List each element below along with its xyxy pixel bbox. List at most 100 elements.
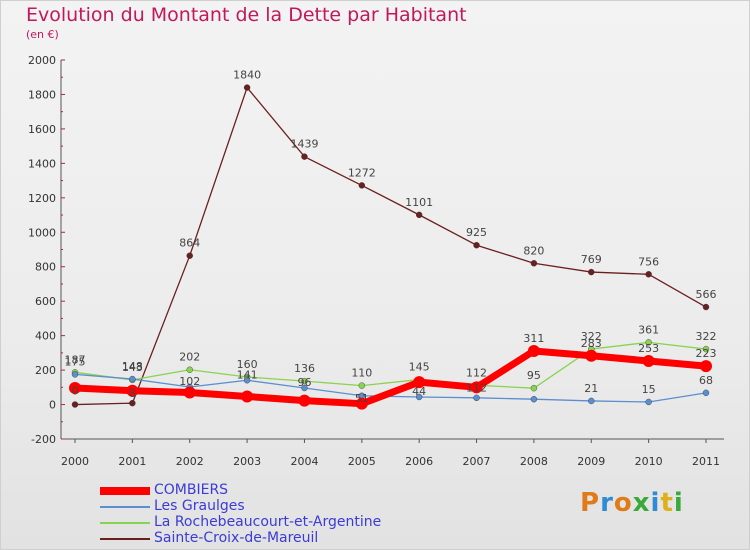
data-point	[183, 386, 196, 399]
y-tick-label: 200	[35, 364, 56, 377]
data-label: 110	[351, 367, 372, 380]
data-label: 311	[523, 332, 544, 345]
data-point	[530, 260, 538, 267]
data-point	[358, 182, 366, 189]
data-label: 143	[122, 361, 143, 374]
data-point	[415, 393, 423, 401]
data-point	[585, 349, 598, 362]
data-point	[298, 394, 311, 407]
proxiti-logo: Proxiti	[580, 488, 684, 518]
y-tick-label: 800	[35, 261, 56, 274]
data-point	[301, 377, 308, 385]
data-point	[69, 382, 81, 395]
data-label: 112	[466, 366, 487, 379]
data-label: 223	[696, 347, 717, 360]
data-label: 322	[581, 330, 602, 343]
data-label: 175	[65, 355, 86, 368]
y-tick-label: 2000	[28, 54, 56, 67]
data-point	[530, 396, 538, 403]
data-label: 0	[72, 385, 79, 398]
logo-letter: o	[613, 488, 633, 518]
data-label: 187	[65, 353, 86, 366]
data-label: 95	[527, 369, 541, 382]
data-point	[415, 211, 423, 219]
x-tick-label: 2010	[635, 455, 663, 468]
data-label: 925	[466, 226, 487, 239]
legend-swatch	[100, 522, 150, 524]
line-chart: -200020040060080010001200140016001800200…	[28, 54, 724, 468]
data-point	[527, 344, 540, 357]
data-label: 136	[294, 362, 315, 375]
data-point	[241, 390, 254, 403]
data-point	[186, 252, 193, 259]
data-label: 68	[699, 374, 713, 387]
x-tick-label: 2006	[405, 455, 433, 468]
data-label: 253	[638, 342, 659, 355]
legend-label: La Rochebeaucourt-et-Argentine	[154, 514, 382, 530]
x-tick-label: 2001	[118, 455, 146, 468]
data-point	[588, 268, 595, 276]
data-point	[530, 384, 538, 392]
data-point	[645, 339, 652, 346]
data-label: 820	[523, 244, 544, 257]
data-point	[126, 384, 139, 397]
data-label: 145	[409, 361, 430, 374]
logo-letter: r	[600, 488, 614, 518]
data-point	[702, 345, 710, 353]
data-label: 15	[642, 383, 656, 396]
y-tick-label: 400	[35, 330, 56, 343]
data-point	[358, 382, 366, 389]
data-point	[129, 375, 136, 383]
data-point	[129, 399, 136, 407]
x-tick-label: 2007	[463, 455, 491, 468]
data-point	[301, 153, 308, 160]
logo-letter: i	[650, 488, 661, 518]
data-label: 566	[696, 288, 717, 301]
y-tick-label: 1400	[28, 157, 56, 170]
data-point	[186, 366, 193, 373]
data-point	[473, 241, 480, 249]
data-point	[645, 398, 652, 406]
data-point	[71, 371, 79, 378]
data-label: 141	[237, 368, 258, 381]
legend-label: Les Graulges	[154, 498, 245, 514]
data-label: 361	[638, 323, 659, 336]
data-point	[413, 376, 426, 389]
y-tick-label: 1200	[28, 192, 56, 205]
data-point	[642, 354, 655, 367]
data-point	[301, 384, 308, 392]
x-tick-label: 2009	[577, 455, 605, 468]
y-tick-label: 1000	[28, 226, 56, 239]
x-tick-label: 2011	[692, 455, 720, 468]
data-label: 864	[179, 237, 200, 250]
data-label: 769	[581, 253, 602, 266]
data-label: 44	[412, 385, 426, 398]
data-point	[702, 389, 710, 397]
legend-label: COMBIERS	[154, 482, 229, 498]
data-point	[243, 84, 251, 91]
data-label: 283	[581, 337, 602, 350]
data-label: 8	[129, 387, 136, 400]
legend-swatch	[100, 487, 150, 495]
y-tick-label: -200	[31, 433, 56, 446]
legend-swatch	[100, 538, 150, 540]
x-tick-label: 2008	[520, 455, 548, 468]
data-point	[700, 360, 712, 373]
data-point	[243, 377, 251, 384]
y-tick-label: 1600	[28, 123, 56, 136]
data-point	[588, 397, 595, 405]
data-point	[645, 271, 652, 278]
data-label: 21	[584, 382, 598, 395]
x-tick-label: 2003	[233, 455, 261, 468]
series-line	[74, 373, 707, 403]
data-label: 102	[179, 375, 200, 388]
y-tick-label: 1800	[28, 88, 56, 101]
data-point	[470, 381, 483, 394]
data-label: 1101	[405, 196, 433, 209]
logo-letter: P	[580, 488, 601, 518]
data-label: 51	[355, 392, 369, 405]
chart-title: Evolution du Montant de la Dette par Hab…	[26, 4, 467, 26]
data-label: 756	[638, 255, 659, 268]
data-label: 1439	[290, 138, 318, 151]
